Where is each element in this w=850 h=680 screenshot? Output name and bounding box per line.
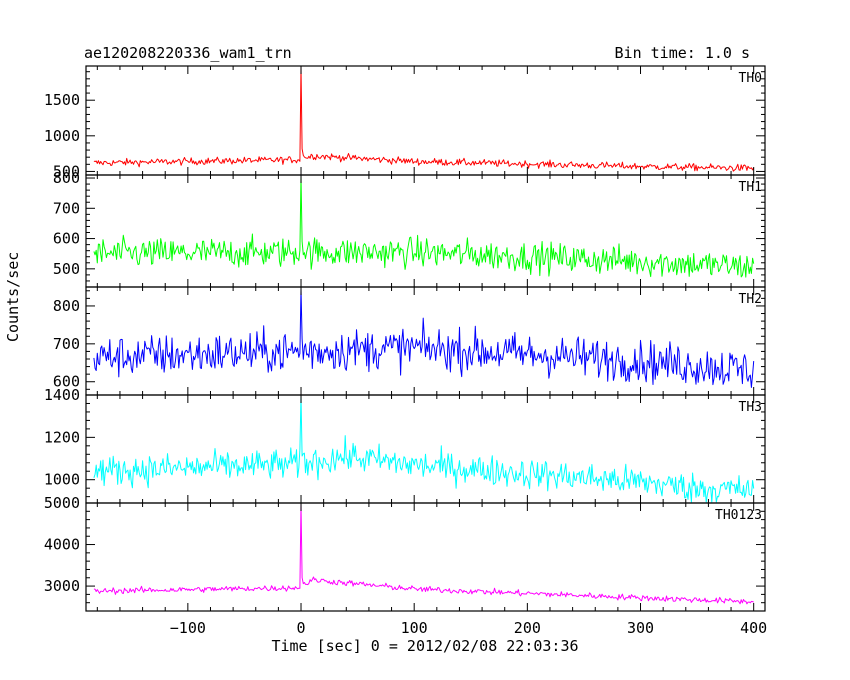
- y-tick-label: 500: [53, 260, 80, 278]
- x-tick-label: −100: [170, 619, 206, 637]
- panel-frame-th0123: [85, 502, 766, 612]
- y-tick-label: 700: [53, 335, 80, 353]
- panel-frame-th2: [85, 286, 766, 396]
- y-tick-label: 1400: [44, 386, 80, 404]
- panel-frame-th0: [85, 65, 766, 176]
- y-tick-label: 5000: [44, 494, 80, 512]
- x-tick-label: 400: [740, 619, 767, 637]
- y-tick-label: 600: [53, 230, 80, 248]
- panel-label-th2: TH2: [739, 292, 762, 307]
- panel-label-th1: TH1: [739, 180, 762, 195]
- y-tick-label: 800: [53, 297, 80, 315]
- y-tick-label: 4000: [44, 536, 80, 554]
- x-tick-label: 300: [627, 619, 654, 637]
- y-tick-label: 700: [53, 199, 80, 217]
- bin-time-label: Bin time: 1.0 s: [614, 44, 750, 62]
- x-tick-label: 100: [401, 619, 428, 637]
- panel-label-th3: TH3: [739, 400, 762, 415]
- series-line-th2: [93, 288, 755, 388]
- series-line-th3: [93, 395, 755, 503]
- plot-title: ae120208220336_wam1_trn: [84, 44, 292, 62]
- y-tick-label: 800: [53, 169, 80, 187]
- panel-label-th0123: TH0123: [715, 508, 762, 523]
- x-tick-label: 0: [297, 619, 306, 637]
- y-tick-label: 1200: [44, 428, 80, 446]
- x-axis-label: Time [sec] 0 = 2012/02/08 22:03:36: [271, 637, 579, 655]
- series-line-th0: [93, 66, 755, 172]
- panel-label-th0: TH0: [739, 71, 762, 86]
- series-line-th0123: [93, 503, 754, 605]
- y-tick-label: 1000: [44, 471, 80, 489]
- y-tick-label: 600: [53, 373, 80, 391]
- y-tick-label: 3000: [44, 577, 80, 595]
- y-tick-label: 1500: [44, 91, 80, 109]
- y-tick-label: 500: [53, 162, 80, 180]
- y-tick-label: 1000: [44, 127, 80, 145]
- x-tick-label: 200: [514, 619, 541, 637]
- series-line-th1: [93, 176, 755, 278]
